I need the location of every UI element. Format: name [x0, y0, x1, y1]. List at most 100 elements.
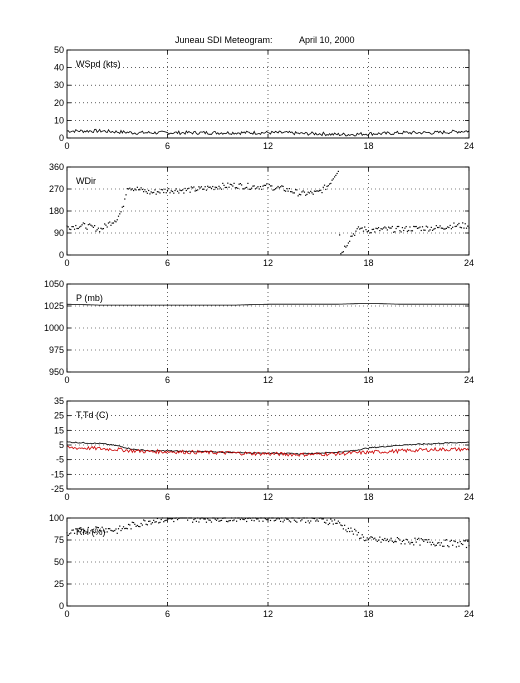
data-point [129, 524, 131, 526]
data-point [107, 528, 110, 530]
data-point [115, 528, 117, 530]
data-point [82, 531, 84, 534]
data-point [101, 228, 103, 230]
data-point [399, 539, 401, 541]
data-point [229, 183, 231, 185]
data-point [135, 189, 137, 191]
data-point [119, 525, 121, 527]
data-point [450, 228, 453, 230]
data-point [312, 193, 314, 195]
data-point [102, 530, 105, 532]
data-point [104, 223, 106, 225]
data-point [403, 539, 405, 542]
data-point [442, 227, 444, 229]
data-point [404, 227, 406, 229]
data-point [344, 245, 346, 247]
data-point [251, 187, 253, 189]
data-point [325, 522, 327, 524]
x-tick-label: 24 [464, 375, 474, 385]
panel-4: 0 6 12 18 24 0 25 50 75 100 RH (%) [49, 513, 474, 619]
data-point [112, 530, 115, 532]
data-point [413, 544, 415, 546]
data-point [452, 226, 454, 228]
data-point [355, 230, 357, 232]
data-point [187, 519, 189, 521]
data-point [322, 186, 324, 188]
data-point [215, 519, 218, 521]
data-point [120, 529, 122, 532]
plot-frame [66, 283, 470, 373]
data-point [214, 186, 216, 188]
data-point [403, 229, 405, 232]
data-point [416, 538, 419, 541]
data-point [351, 235, 353, 237]
data-point [116, 219, 118, 221]
data-point [395, 541, 397, 543]
data-point [447, 226, 449, 228]
data-point [242, 188, 244, 190]
data-point [423, 229, 425, 231]
data-point [419, 544, 421, 546]
data-point [81, 224, 83, 226]
data-point [244, 517, 246, 520]
data-point [111, 222, 113, 224]
data-point [94, 225, 96, 227]
data-point [395, 227, 397, 230]
data-point [409, 226, 411, 228]
y-tick-label: 180 [49, 206, 64, 216]
data-point [213, 188, 215, 191]
data-point [205, 521, 208, 523]
panel-2: 0 6 12 18 24 950 975 1000 1025 1050 P (mb) [44, 279, 474, 385]
data-point [256, 187, 258, 189]
data-point [205, 189, 208, 191]
x-tick-label: 0 [64, 141, 69, 151]
data-point [381, 538, 383, 541]
data-point [327, 185, 329, 187]
data-point [382, 539, 385, 541]
data-point [286, 187, 288, 190]
data-point [354, 234, 356, 236]
data-point [333, 519, 336, 521]
y-tick-label: 1025 [44, 301, 64, 311]
data-point [114, 529, 116, 532]
data-point [97, 227, 100, 229]
data-point [462, 543, 464, 546]
data-point [122, 205, 125, 207]
data-point [322, 518, 324, 520]
data-point [419, 226, 421, 228]
data-point [139, 189, 141, 191]
series-line-1 [66, 445, 470, 458]
data-point [106, 531, 108, 533]
data-point [337, 520, 339, 522]
data-point [311, 192, 313, 194]
data-point [76, 227, 78, 230]
data-point [321, 518, 323, 520]
data-point [323, 184, 326, 186]
data-point [295, 189, 297, 191]
figure-title: Juneau SDI Meteogram: [175, 35, 273, 45]
data-point [364, 539, 366, 542]
data-point [271, 185, 273, 187]
data-point [308, 192, 311, 194]
data-point [410, 230, 412, 232]
data-point [438, 226, 440, 229]
data-point [227, 182, 229, 184]
data-point [303, 191, 306, 193]
data-point [388, 226, 390, 228]
x-tick-label: 12 [263, 609, 273, 619]
data-point [366, 231, 368, 233]
data-point [398, 538, 400, 540]
data-point [203, 518, 205, 520]
data-point [399, 230, 401, 232]
data-point [150, 191, 152, 193]
data-point [369, 537, 371, 539]
data-point [393, 231, 395, 233]
data-point [132, 521, 135, 524]
data-point [414, 537, 416, 539]
data-point [424, 539, 426, 541]
data-point [73, 228, 76, 230]
data-point [200, 186, 203, 188]
data-point [347, 527, 349, 529]
data-point [449, 224, 451, 227]
